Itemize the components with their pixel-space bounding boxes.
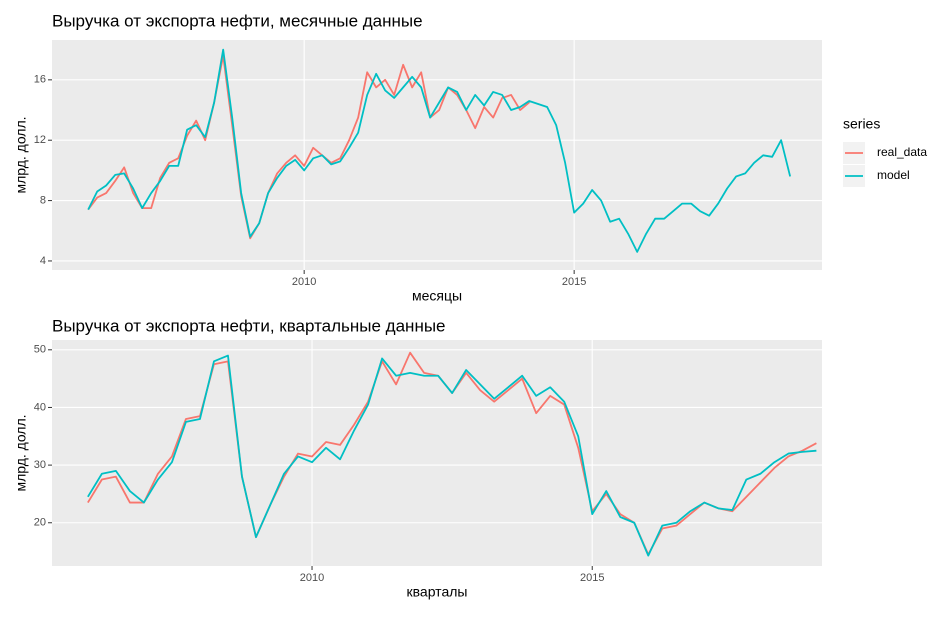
- series-line: [87, 48, 792, 253]
- x-tick-label: 2015: [562, 276, 586, 288]
- x-axis-title: кварталы: [407, 584, 468, 600]
- panel: [52, 40, 822, 270]
- chart-title: Выручка от экспорта нефти, квартальные д…: [52, 316, 446, 335]
- x-tick-label: 2010: [300, 572, 324, 584]
- y-tick-label: 16: [34, 74, 46, 86]
- panel: [52, 340, 822, 566]
- y-tick-label: 50: [34, 344, 46, 356]
- x-tick-label: 2015: [580, 572, 604, 584]
- x-axis-title: месяцы: [412, 288, 462, 304]
- y-tick-label: 4: [40, 255, 46, 267]
- series-line: [87, 54, 530, 240]
- y-tick-label: 12: [34, 134, 46, 146]
- y-tick-label: 20: [34, 517, 46, 529]
- legend-label: real_data: [877, 145, 927, 159]
- y-axis-title: млрд. долл.: [13, 414, 29, 491]
- y-tick-label: 8: [40, 194, 46, 206]
- y-axis-title: млрд. долл.: [13, 116, 29, 193]
- legend-title: series: [843, 116, 880, 132]
- series-line: [87, 354, 817, 557]
- chart-title: Выручка от экспорта нефти, месячные данн…: [52, 11, 423, 30]
- legend-label: model: [877, 168, 910, 182]
- x-tick-label: 2010: [292, 276, 316, 288]
- y-tick-label: 30: [34, 459, 46, 471]
- y-tick-label: 40: [34, 401, 46, 413]
